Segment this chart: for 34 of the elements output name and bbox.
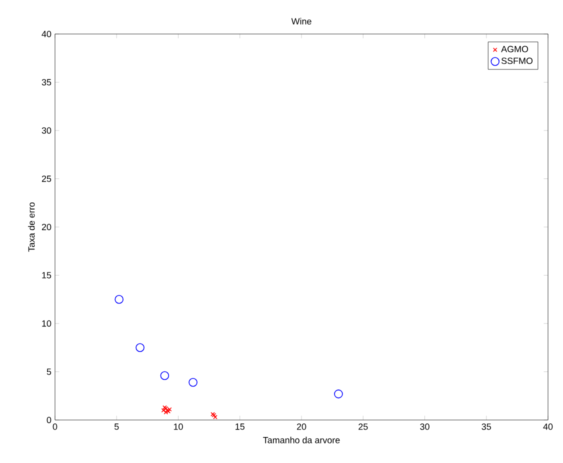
- x-tick-label: 25: [358, 424, 368, 430]
- legend-label: SSFMO: [501, 58, 533, 64]
- point: [213, 414, 218, 420]
- x-tick-label: 5: [114, 424, 119, 430]
- x-tick-label: 40: [543, 424, 553, 430]
- y-axis-title: Taxa de erro: [28, 202, 35, 252]
- x-axis-title: Tamanho da arvore: [263, 436, 340, 444]
- y-tick-label: 0: [46, 416, 52, 424]
- x-tick-label: 15: [236, 424, 244, 430]
- x-tick-label: 10: [174, 424, 183, 430]
- point: [136, 343, 144, 352]
- y-tick-label: 10: [42, 320, 52, 327]
- y-tick-label: 20: [42, 224, 52, 230]
- y-tick-label: 25: [42, 176, 52, 182]
- point: [164, 410, 168, 414]
- chart-title: Wine: [291, 18, 312, 25]
- y-tick-label: 15: [42, 272, 52, 278]
- legend-label: AGMO: [501, 46, 528, 52]
- point: [165, 408, 170, 413]
- point: [160, 371, 170, 380]
- y-tick-label: 35: [42, 79, 52, 86]
- point: [164, 406, 168, 411]
- y-tick-label: 40: [42, 30, 52, 38]
- y-tick-label: 5: [46, 368, 52, 375]
- y-tick-label: 30: [42, 127, 52, 134]
- point: [114, 294, 124, 304]
- x-tick-label: 35: [482, 424, 491, 430]
- x-tick-label: 0: [52, 424, 58, 430]
- point: [210, 412, 215, 416]
- point: [188, 378, 198, 387]
- x-tick-label: 20: [296, 424, 306, 430]
- point: [212, 413, 216, 418]
- x-tick-label: 30: [420, 424, 430, 430]
- point: [334, 390, 343, 398]
